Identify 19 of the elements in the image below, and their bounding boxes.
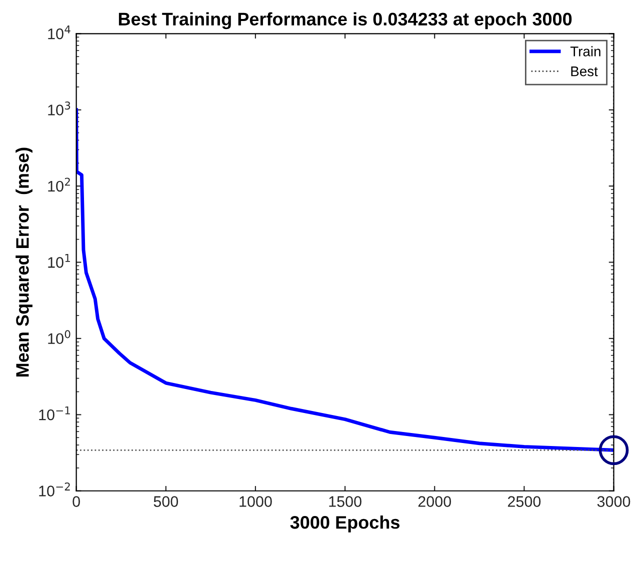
x-axis-title: 3000 Epochs <box>290 516 400 532</box>
y-tick-label: 10$^{3}$ <box>48 101 70 116</box>
y-tick-label: 10$^{1}$ <box>48 254 70 268</box>
x-tick-label: 3000 <box>597 496 630 507</box>
y-tick-label: 10$^{−2}$ <box>39 482 70 496</box>
y-tick-label: 10$^{2}$ <box>48 178 70 192</box>
legend-label: Best <box>571 66 598 76</box>
x-tick-label: 2000 <box>418 496 451 507</box>
chart-title: Best Training Performance is 0.034233 at epoch 3000 <box>118 12 572 30</box>
y-tick-label: 10$^{4}$ <box>48 25 70 40</box>
x-tick-label: 1000 <box>240 496 272 507</box>
y-axis-title: Mean Squared Error (mse) <box>16 148 32 376</box>
x-tick-label: 1500 <box>329 496 362 507</box>
x-tick-label: 2500 <box>508 496 541 507</box>
y-tick-label: 10$^{0}$ <box>48 330 70 344</box>
x-tick-label: 0 <box>72 496 80 507</box>
y-tick-label: 10$^{−1}$ <box>39 406 70 420</box>
x-tick-label: 500 <box>154 496 178 507</box>
legend-label: Train <box>570 46 600 56</box>
